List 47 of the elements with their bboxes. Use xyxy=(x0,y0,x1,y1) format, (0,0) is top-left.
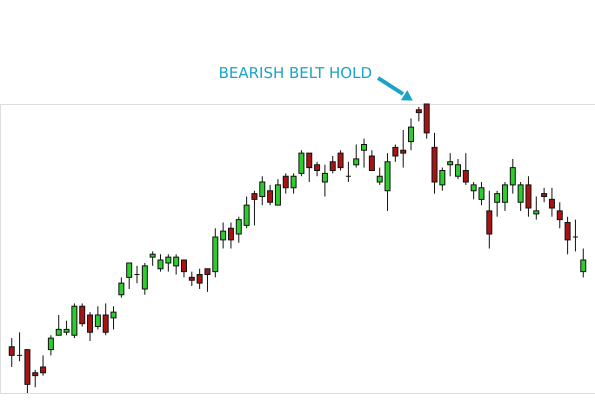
candlestick xyxy=(64,320,70,336)
candlestick xyxy=(118,276,124,298)
candlestick xyxy=(462,152,469,186)
candlestick xyxy=(157,254,164,272)
candlestick xyxy=(368,150,375,171)
candlestick xyxy=(110,306,117,330)
candlestick xyxy=(126,262,132,290)
candlestick xyxy=(314,161,320,177)
candlestick xyxy=(564,216,571,255)
candlestick xyxy=(330,156,336,174)
candlestick xyxy=(548,187,555,218)
candlestick xyxy=(447,152,454,177)
candlestick xyxy=(16,332,23,362)
candlestick xyxy=(87,312,94,342)
candlestick xyxy=(274,178,281,206)
candlestick xyxy=(502,182,508,212)
candlestick xyxy=(134,265,140,284)
candlestick xyxy=(345,161,352,183)
candlestick xyxy=(251,190,258,226)
candlestick xyxy=(572,219,578,252)
candlestick xyxy=(525,176,532,218)
candlestick xyxy=(204,268,210,292)
candlestick xyxy=(150,250,156,266)
text: BEARISH BELT HOLD xyxy=(218,64,372,82)
candlestick xyxy=(556,202,563,229)
candlestick xyxy=(439,167,446,192)
candlestick xyxy=(142,262,148,296)
candlestick xyxy=(8,338,15,368)
candlestick xyxy=(40,354,46,376)
candlestick xyxy=(486,190,492,249)
candlestick xyxy=(454,158,461,180)
candlestick xyxy=(48,334,54,356)
candlestick xyxy=(56,314,62,336)
candlestick xyxy=(353,144,360,168)
candlestick xyxy=(376,167,383,186)
candlestick xyxy=(494,190,500,218)
candlestick xyxy=(361,138,368,168)
candlestick xyxy=(408,118,414,151)
candlestick xyxy=(338,150,344,171)
candlestick xyxy=(580,248,586,278)
candlestick xyxy=(541,187,548,203)
candlestick xyxy=(470,182,477,200)
candlestick xyxy=(228,222,234,249)
candlestick xyxy=(180,260,187,278)
candlestick xyxy=(478,182,484,206)
candlestick xyxy=(533,196,540,220)
candlestick xyxy=(322,164,328,197)
